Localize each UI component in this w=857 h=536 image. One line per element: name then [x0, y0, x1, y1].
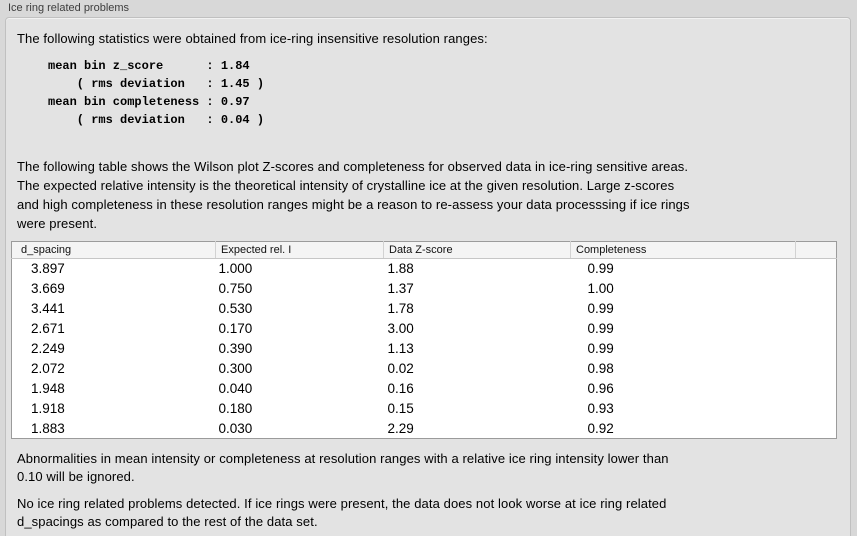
column-header-empty[interactable]	[795, 241, 837, 259]
cell-expected-rel-i: 0.750	[218, 281, 253, 296]
cell-completeness: 0.99	[587, 301, 614, 316]
cell-completeness: 0.99	[587, 261, 614, 277]
ignore-note-text: Abnormalities in mean intensity or compl…	[17, 451, 669, 484]
cell-data-z-score: 1.78	[387, 301, 414, 316]
cell-completeness: 0.98	[587, 361, 614, 376]
cell-empty	[796, 279, 837, 299]
cell-completeness: 0.96	[587, 381, 614, 396]
cell-empty	[796, 399, 837, 419]
cell-data-z-score: 0.15	[387, 401, 414, 416]
column-header-data-z-score[interactable]: Data Z-score	[383, 241, 571, 259]
table-row[interactable]: 1.918 0.180 0.15 0.93	[12, 399, 837, 419]
cell-expected-rel-i: 0.530	[218, 301, 253, 316]
table-row[interactable]: 2.072 0.300 0.02 0.98	[12, 359, 837, 379]
cell-data-z-score: 0.16	[387, 381, 414, 396]
cell-completeness: 0.92	[587, 420, 614, 436]
panel-title: Ice ring related problems	[8, 2, 130, 14]
table-header-row: d_spacing Expected rel. I Data Z-score C…	[11, 241, 837, 259]
cell-data-z-score: 3.00	[387, 321, 414, 336]
cell-completeness: 1.00	[587, 281, 614, 296]
column-header-d-spacing[interactable]: d_spacing	[11, 241, 216, 259]
cell-d-spacing: 3.669	[31, 281, 65, 296]
stats-block: mean bin z_score : 1.84 ( rms deviation …	[48, 59, 265, 127]
cell-d-spacing: 1.948	[31, 381, 65, 396]
cell-empty	[796, 339, 837, 359]
cell-completeness: 0.99	[587, 321, 614, 336]
cell-d-spacing: 2.072	[31, 361, 65, 376]
column-header-completeness[interactable]: Completeness	[570, 241, 796, 259]
cell-data-z-score: 2.29	[387, 420, 414, 436]
cell-data-z-score: 0.02	[387, 361, 414, 376]
table-row[interactable]: 1.883 0.030 2.29 0.92	[12, 419, 837, 439]
cell-completeness: 0.99	[587, 341, 614, 356]
table-row[interactable]: 3.897 1.000 1.88 0.99	[12, 259, 837, 279]
cell-expected-rel-i: 0.030	[218, 420, 253, 436]
table-row[interactable]: 3.441 0.530 1.78 0.99	[12, 299, 837, 319]
cell-data-z-score: 1.13	[387, 341, 414, 356]
cell-empty	[796, 359, 837, 379]
intro-text: The following statistics were obtained f…	[17, 31, 488, 46]
cell-data-z-score: 1.88	[387, 261, 414, 277]
table-description: The following table shows the Wilson plo…	[17, 159, 690, 231]
cell-expected-rel-i: 1.000	[218, 261, 253, 277]
table-row[interactable]: 2.249 0.390 1.13 0.99	[12, 339, 837, 359]
table-row[interactable]: 1.948 0.040 0.16 0.96	[12, 379, 837, 399]
table-row[interactable]: 2.671 0.170 3.00 0.99	[12, 319, 837, 339]
cell-expected-rel-i: 0.040	[218, 381, 253, 396]
ice-ring-group-box: The following statistics were obtained f…	[5, 17, 851, 536]
cell-d-spacing: 2.671	[31, 321, 65, 336]
column-header-expected-rel-i[interactable]: Expected rel. I	[215, 241, 384, 259]
cell-expected-rel-i: 0.170	[218, 321, 253, 336]
cell-data-z-score: 1.37	[387, 281, 414, 296]
cell-d-spacing: 1.918	[31, 401, 65, 416]
cell-empty	[796, 319, 837, 339]
conclusion-text: No ice ring related problems detected. I…	[17, 496, 667, 529]
cell-d-spacing: 3.897	[31, 261, 65, 277]
cell-empty	[796, 419, 837, 439]
cell-expected-rel-i: 0.180	[218, 401, 253, 416]
ice-ring-table: d_spacing Expected rel. I Data Z-score C…	[11, 241, 837, 439]
cell-d-spacing: 2.249	[31, 341, 65, 356]
cell-d-spacing: 3.441	[31, 301, 65, 316]
table-row[interactable]: 3.669 0.750 1.37 1.00	[12, 279, 837, 299]
cell-completeness: 0.93	[587, 401, 614, 416]
cell-expected-rel-i: 0.300	[218, 361, 253, 376]
cell-empty	[796, 299, 837, 319]
cell-empty	[796, 259, 837, 279]
cell-empty	[796, 379, 837, 399]
cell-expected-rel-i: 0.390	[218, 341, 253, 356]
cell-d-spacing: 1.883	[31, 420, 65, 436]
